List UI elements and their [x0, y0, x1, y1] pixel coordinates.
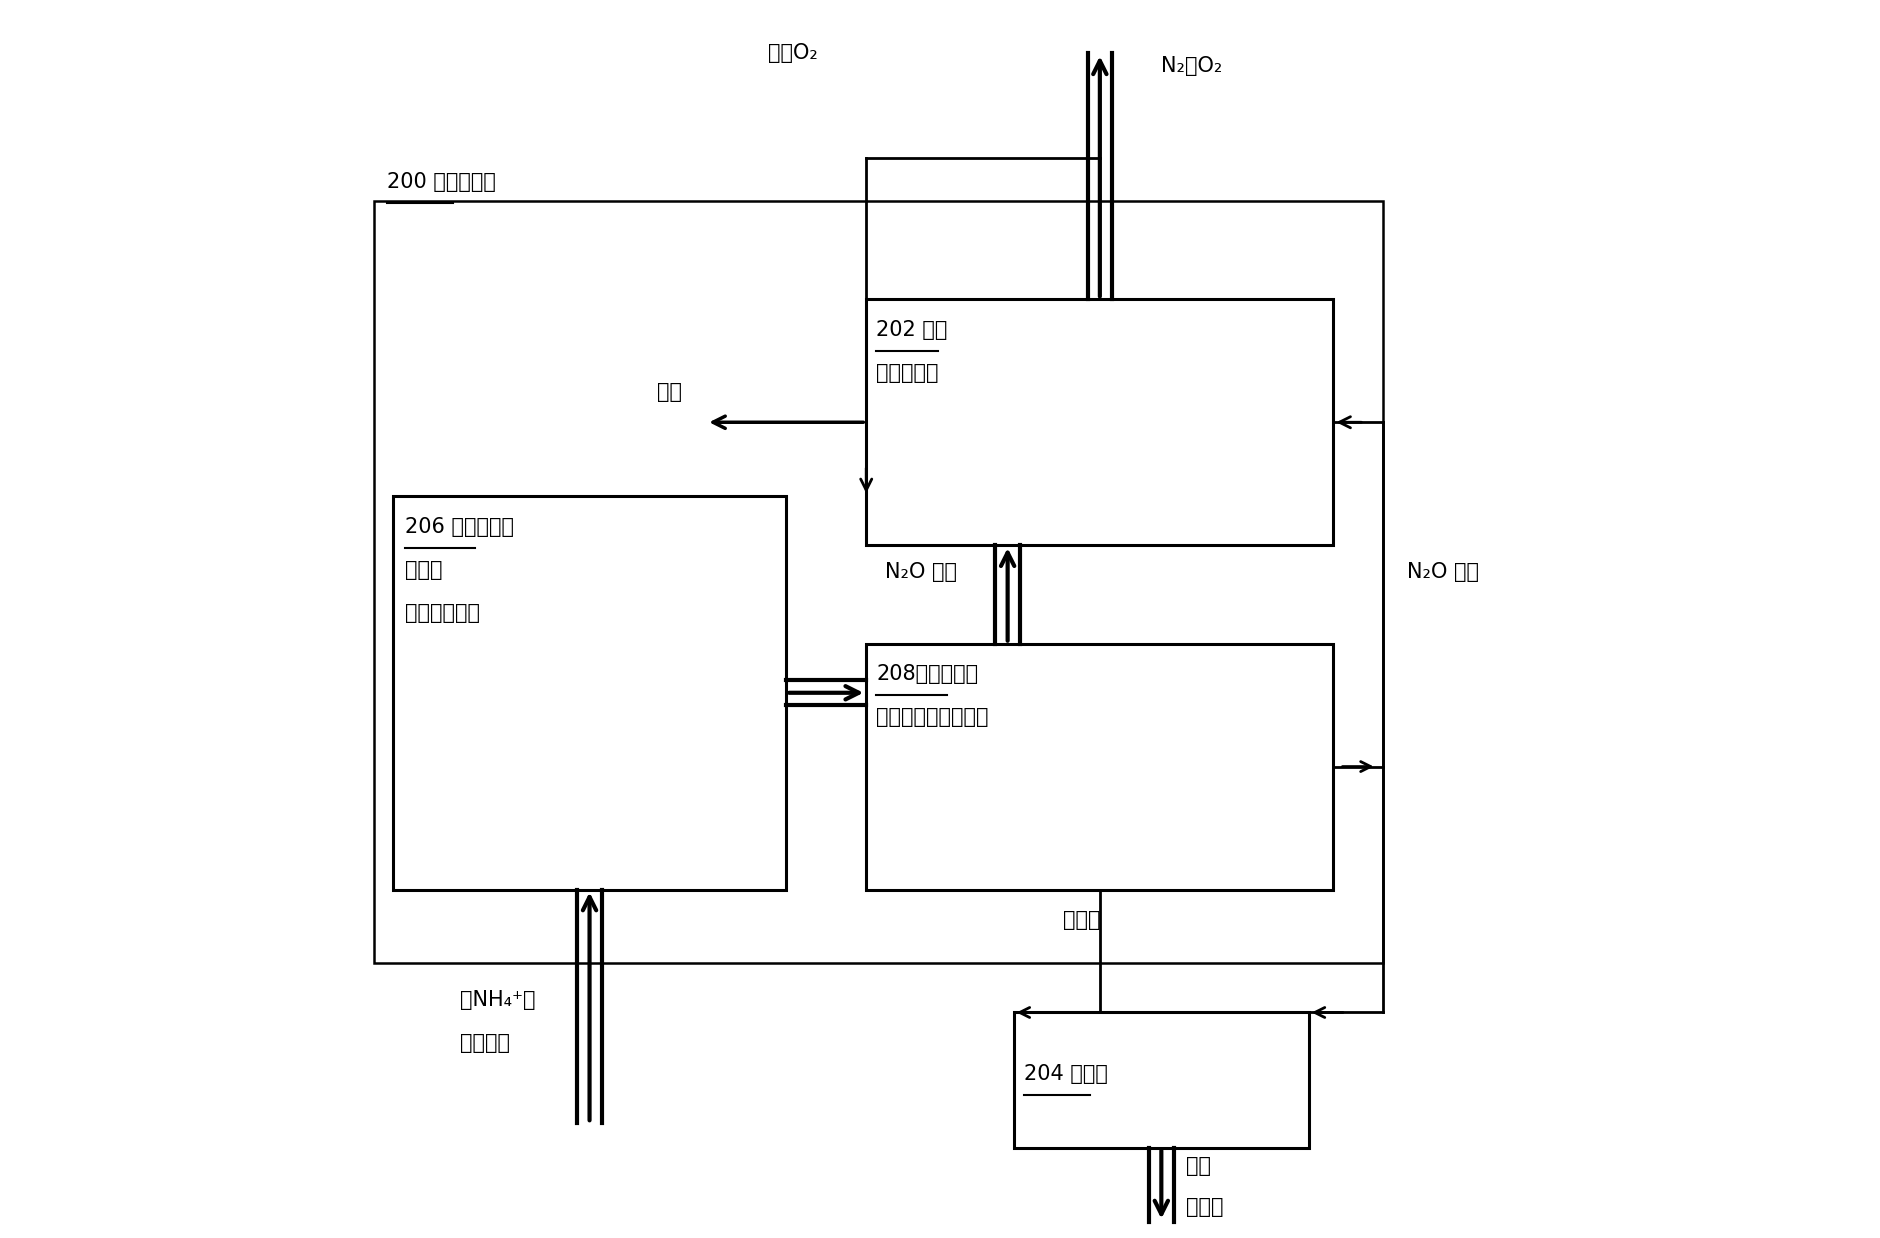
Text: 最终: 最终	[1186, 1156, 1211, 1176]
Text: 用于部分硝化: 用于部分硝化	[404, 603, 479, 623]
Text: 208缺氧反应器: 208缺氧反应器	[876, 665, 978, 685]
Text: 高NH₄⁺的: 高NH₄⁺的	[461, 990, 536, 1010]
Text: 能量: 能量	[658, 381, 682, 401]
Bar	[374, 201, 1382, 963]
Bar	[867, 644, 1333, 890]
Text: 200 生物反应器: 200 生物反应器	[387, 172, 496, 192]
Text: 流出液: 流出液	[1186, 1197, 1224, 1217]
Text: 204 分离器: 204 分离器	[1023, 1063, 1107, 1084]
Text: N₂O 气体: N₂O 气体	[885, 562, 957, 582]
Text: 分解反应器: 分解反应器	[876, 363, 938, 383]
Text: N₂和O₂: N₂和O₂	[1162, 56, 1222, 76]
Bar	[1013, 1013, 1308, 1148]
Text: 用于硝化细菌反硝化: 用于硝化细菌反硝化	[876, 707, 989, 728]
Bar	[867, 300, 1333, 545]
Text: N₂O 气体: N₂O 气体	[1408, 562, 1480, 582]
Text: 202 催化: 202 催化	[876, 321, 948, 340]
Bar	[393, 496, 786, 890]
Text: 回流O₂: 回流O₂	[767, 43, 818, 63]
Text: 废培养基: 废培养基	[461, 1034, 511, 1054]
Text: 206 好氧反应器: 206 好氧反应器	[404, 516, 513, 537]
Text: 流出液: 流出液	[1062, 910, 1100, 930]
Text: 低溶氧: 低溶氧	[404, 560, 442, 579]
